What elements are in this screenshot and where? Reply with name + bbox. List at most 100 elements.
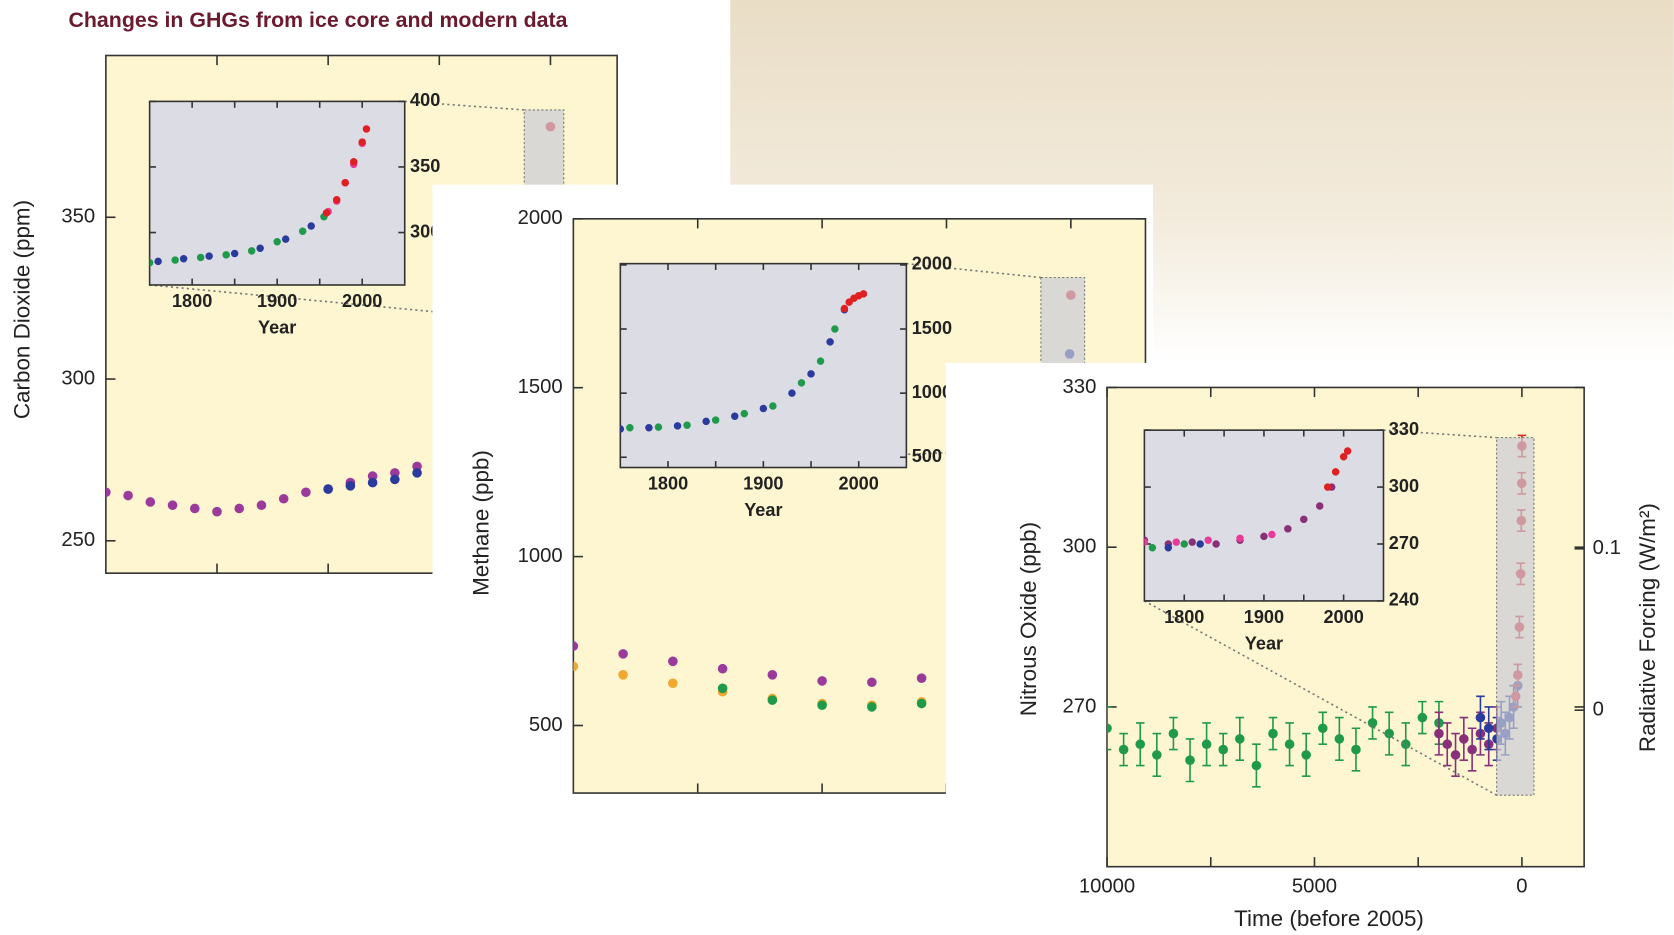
x-tick-label: 1900 — [1244, 607, 1284, 627]
data-point — [323, 484, 333, 494]
data-point — [1459, 734, 1469, 744]
data-point — [278, 493, 289, 504]
data-point — [1204, 536, 1212, 544]
data-point — [867, 677, 877, 688]
data-point — [788, 389, 796, 397]
data-point — [1384, 728, 1394, 739]
data-point — [807, 370, 815, 378]
data-point — [1450, 750, 1461, 760]
data-point — [740, 409, 749, 418]
x-tick-label: 2000 — [1323, 607, 1363, 627]
data-point — [1339, 452, 1348, 461]
data-point — [826, 338, 834, 346]
inset-x-label: Year — [744, 500, 782, 520]
data-point — [717, 683, 728, 694]
x-tick-label: 1900 — [257, 291, 297, 311]
data-point — [1300, 515, 1308, 524]
y-tick-label: 350 — [61, 206, 95, 228]
data-point — [1152, 750, 1162, 760]
data-point — [349, 157, 358, 166]
data-point — [668, 678, 678, 689]
data-point — [149, 258, 154, 267]
y-tick-label: 300 — [61, 367, 95, 389]
data-point — [1284, 525, 1292, 533]
x-tick-label: 2000 — [342, 291, 382, 311]
data-point — [1317, 723, 1328, 734]
data-point — [154, 257, 162, 266]
data-point — [212, 506, 222, 517]
data-point — [362, 125, 371, 133]
y-tick-label: 330 — [1389, 419, 1419, 439]
data-point — [1434, 728, 1444, 739]
data-point — [1172, 538, 1181, 546]
x-tick-label: 2000 — [839, 473, 879, 493]
data-point — [767, 695, 778, 705]
data-point — [817, 700, 827, 711]
inset-plot-area — [148, 100, 406, 286]
data-point — [717, 663, 728, 674]
data-point — [1284, 739, 1295, 750]
data-point — [1180, 540, 1188, 548]
data-point — [1442, 739, 1453, 750]
zoom-connector — [404, 100, 525, 111]
zoom-box — [1496, 437, 1535, 796]
data-point — [167, 500, 178, 511]
data-point — [1467, 744, 1477, 755]
data-point — [1260, 532, 1268, 541]
data-point — [1236, 534, 1244, 543]
data-point — [1483, 723, 1494, 734]
data-point — [1251, 760, 1262, 771]
x-tick-label: 1800 — [172, 291, 212, 311]
inset-plot-area — [1143, 429, 1385, 602]
y-tick-label: 400 — [410, 90, 440, 110]
x-tick-label: 10000 — [1079, 875, 1135, 897]
y-tick-label: 500 — [529, 714, 563, 736]
data-point — [332, 196, 341, 204]
y-tick-label: 1500 — [518, 376, 563, 398]
y2-axis-label: Radiative Forcing (W/m²) — [1635, 503, 1660, 752]
data-point — [341, 178, 349, 187]
data-point — [1168, 728, 1179, 739]
data-point — [189, 503, 200, 514]
data-point — [1148, 544, 1157, 552]
data-point — [1188, 538, 1196, 546]
y-tick-label: 330 — [1063, 376, 1097, 398]
data-point — [1268, 530, 1276, 539]
data-point — [668, 656, 678, 667]
data-point — [620, 425, 625, 433]
data-point — [247, 247, 256, 255]
data-point — [205, 252, 213, 260]
error-bar — [1107, 706, 1112, 751]
y-tick-label: 240 — [1389, 590, 1419, 610]
y-tick-label: 1500 — [912, 318, 952, 338]
data-point — [1107, 723, 1112, 734]
data-point — [573, 661, 579, 672]
y-tick-label: 270 — [1063, 695, 1097, 717]
data-point — [859, 290, 868, 298]
data-point — [222, 251, 230, 259]
data-point — [345, 481, 356, 491]
data-point — [145, 497, 156, 507]
data-point — [171, 256, 179, 264]
y-tick-label: 250 — [61, 529, 95, 551]
data-point — [196, 253, 205, 262]
data-point — [105, 487, 111, 498]
data-point — [731, 412, 739, 420]
y-tick-label: 1000 — [912, 382, 952, 402]
data-point — [769, 402, 777, 410]
data-point — [1367, 718, 1378, 728]
y-tick-label: 1000 — [518, 545, 563, 567]
inset-x-label: Year — [258, 318, 296, 338]
data-point — [831, 325, 839, 333]
x-tick-label: 5000 — [1292, 875, 1337, 897]
y-axis-label: Methane (ppb) — [469, 450, 494, 596]
data-point — [573, 641, 579, 651]
data-point — [256, 500, 267, 511]
y-tick-label: 350 — [410, 156, 440, 176]
data-point — [298, 227, 307, 235]
data-point — [711, 416, 720, 424]
data-point — [123, 490, 133, 501]
data-point — [817, 676, 827, 686]
data-point — [618, 649, 628, 659]
